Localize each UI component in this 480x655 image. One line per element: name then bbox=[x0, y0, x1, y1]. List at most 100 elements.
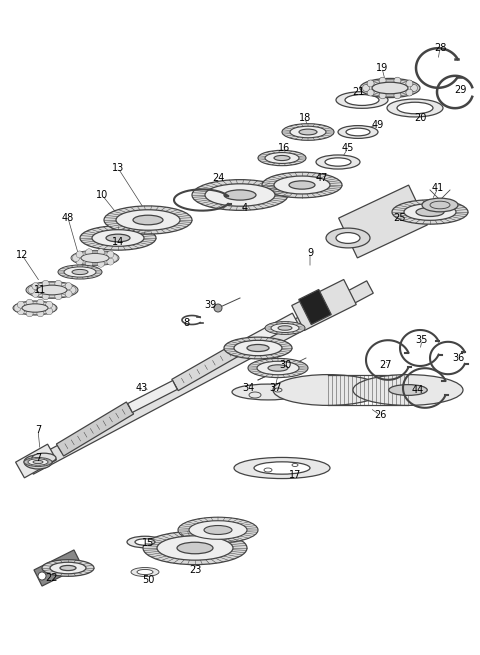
Ellipse shape bbox=[258, 150, 306, 166]
Ellipse shape bbox=[299, 129, 317, 135]
Ellipse shape bbox=[133, 215, 163, 225]
Circle shape bbox=[38, 572, 46, 580]
Polygon shape bbox=[27, 281, 373, 474]
Text: 28: 28 bbox=[434, 43, 446, 53]
Ellipse shape bbox=[394, 77, 401, 84]
Ellipse shape bbox=[394, 92, 401, 99]
Ellipse shape bbox=[397, 102, 433, 114]
Ellipse shape bbox=[254, 462, 310, 474]
Polygon shape bbox=[34, 550, 82, 586]
Ellipse shape bbox=[392, 200, 468, 224]
Ellipse shape bbox=[367, 89, 374, 96]
Text: 21: 21 bbox=[352, 87, 364, 97]
Ellipse shape bbox=[72, 269, 88, 274]
Ellipse shape bbox=[389, 384, 427, 396]
Text: 44: 44 bbox=[412, 385, 424, 395]
Text: 10: 10 bbox=[96, 190, 108, 200]
Ellipse shape bbox=[26, 299, 33, 306]
Text: 23: 23 bbox=[189, 565, 201, 575]
Ellipse shape bbox=[289, 181, 315, 189]
Ellipse shape bbox=[107, 251, 114, 258]
Ellipse shape bbox=[20, 303, 50, 313]
Text: 43: 43 bbox=[136, 383, 148, 393]
Ellipse shape bbox=[278, 326, 292, 330]
Ellipse shape bbox=[290, 126, 326, 138]
Ellipse shape bbox=[265, 153, 299, 164]
Text: 11: 11 bbox=[34, 285, 46, 295]
Ellipse shape bbox=[368, 81, 412, 95]
Ellipse shape bbox=[387, 99, 443, 117]
Ellipse shape bbox=[76, 251, 83, 258]
Ellipse shape bbox=[271, 324, 299, 333]
Ellipse shape bbox=[92, 230, 144, 246]
Ellipse shape bbox=[29, 283, 74, 297]
Ellipse shape bbox=[268, 365, 288, 371]
Ellipse shape bbox=[131, 567, 159, 576]
Ellipse shape bbox=[234, 341, 282, 356]
Ellipse shape bbox=[37, 310, 44, 317]
Text: 22: 22 bbox=[46, 573, 58, 583]
Ellipse shape bbox=[26, 282, 78, 298]
Text: 36: 36 bbox=[452, 353, 464, 363]
Ellipse shape bbox=[46, 301, 53, 309]
Ellipse shape bbox=[282, 124, 334, 140]
Ellipse shape bbox=[367, 80, 374, 87]
Ellipse shape bbox=[232, 384, 304, 400]
Circle shape bbox=[214, 304, 222, 312]
Ellipse shape bbox=[362, 84, 370, 92]
Ellipse shape bbox=[28, 286, 35, 293]
Ellipse shape bbox=[37, 285, 67, 295]
Ellipse shape bbox=[372, 83, 408, 94]
Ellipse shape bbox=[224, 337, 292, 359]
Ellipse shape bbox=[71, 250, 119, 266]
Text: 50: 50 bbox=[142, 575, 154, 585]
Ellipse shape bbox=[137, 569, 153, 574]
Ellipse shape bbox=[14, 305, 21, 312]
Ellipse shape bbox=[265, 322, 305, 335]
Ellipse shape bbox=[336, 92, 388, 108]
Ellipse shape bbox=[37, 299, 44, 306]
Polygon shape bbox=[172, 339, 248, 390]
Ellipse shape bbox=[379, 92, 386, 99]
Ellipse shape bbox=[13, 301, 57, 315]
Text: 15: 15 bbox=[142, 538, 154, 548]
Ellipse shape bbox=[364, 80, 416, 96]
Ellipse shape bbox=[336, 233, 360, 244]
Ellipse shape bbox=[192, 179, 288, 210]
Ellipse shape bbox=[379, 77, 386, 84]
Text: 45: 45 bbox=[342, 143, 354, 153]
Ellipse shape bbox=[106, 234, 130, 242]
Ellipse shape bbox=[274, 155, 290, 160]
Ellipse shape bbox=[345, 94, 379, 105]
Polygon shape bbox=[128, 381, 177, 413]
Ellipse shape bbox=[97, 249, 104, 255]
Text: 24: 24 bbox=[212, 173, 224, 183]
Ellipse shape bbox=[262, 172, 342, 198]
Ellipse shape bbox=[110, 255, 118, 261]
Ellipse shape bbox=[104, 206, 192, 234]
Ellipse shape bbox=[85, 260, 93, 267]
Ellipse shape bbox=[410, 84, 418, 92]
Text: 18: 18 bbox=[299, 113, 311, 123]
Ellipse shape bbox=[248, 358, 308, 377]
Ellipse shape bbox=[32, 290, 39, 297]
Polygon shape bbox=[242, 313, 298, 350]
Text: 8: 8 bbox=[183, 318, 189, 328]
Text: 13: 13 bbox=[112, 163, 124, 173]
Text: 29: 29 bbox=[454, 85, 466, 95]
Ellipse shape bbox=[127, 536, 163, 548]
Ellipse shape bbox=[257, 362, 299, 375]
Ellipse shape bbox=[353, 375, 463, 405]
Ellipse shape bbox=[326, 228, 370, 248]
Text: 4: 4 bbox=[242, 203, 248, 213]
Ellipse shape bbox=[17, 301, 24, 309]
Polygon shape bbox=[338, 185, 427, 258]
Ellipse shape bbox=[247, 345, 269, 352]
Ellipse shape bbox=[65, 290, 72, 297]
Ellipse shape bbox=[80, 226, 156, 250]
Text: 9: 9 bbox=[307, 248, 313, 258]
Ellipse shape bbox=[34, 284, 71, 296]
Ellipse shape bbox=[46, 308, 53, 315]
Ellipse shape bbox=[55, 280, 62, 288]
Ellipse shape bbox=[50, 562, 86, 574]
